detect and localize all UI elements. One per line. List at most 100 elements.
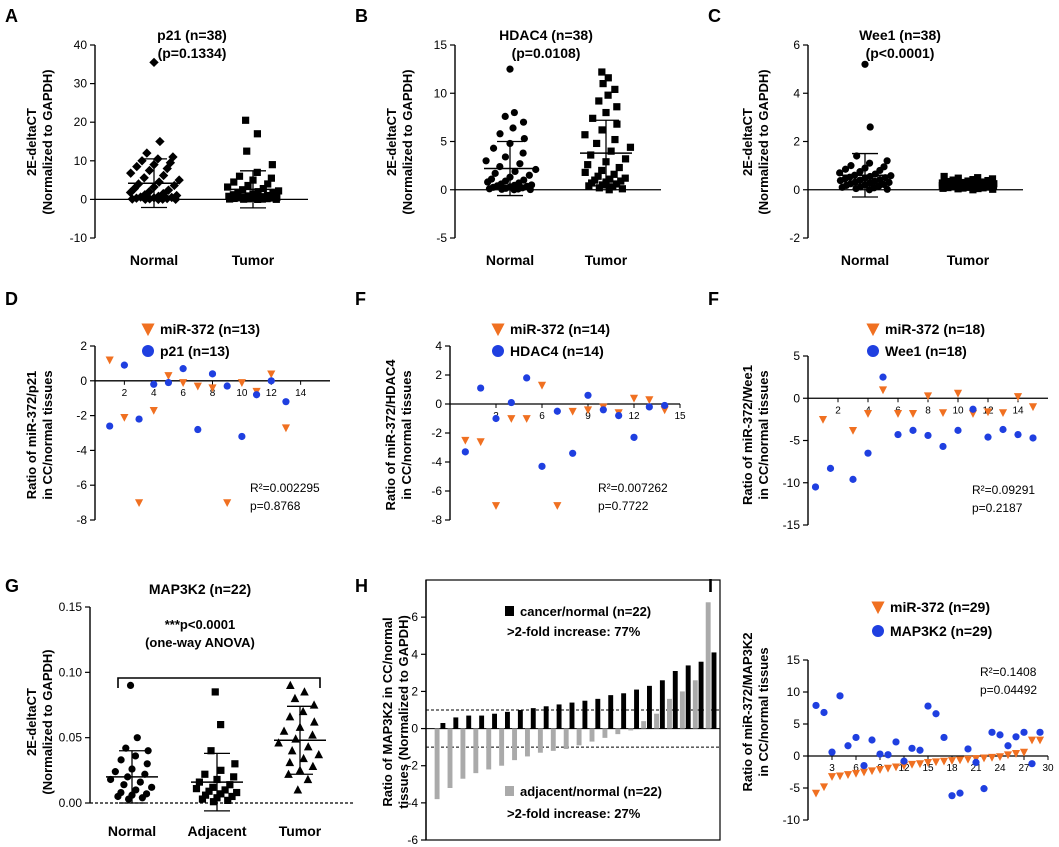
data-point (229, 191, 237, 199)
x-category-label: Adjacent (187, 823, 246, 839)
legend-mir-label: miR-372 (n=13) (160, 321, 260, 337)
mir-372-point (907, 760, 917, 769)
data-point (286, 680, 295, 689)
gene-point (860, 762, 868, 770)
gene-point (852, 733, 860, 742)
data-point (163, 185, 174, 195)
data-point (617, 177, 625, 185)
data-point (944, 183, 952, 192)
title-line-2: (p=0.1334) (158, 45, 227, 61)
y-axis-title-1: Ratio of miR-372/Wee1 (740, 365, 755, 505)
data-point (131, 752, 140, 760)
mir-372-point (105, 356, 114, 365)
y-tick-label: 0.05 (59, 731, 83, 745)
mir-372-point (1011, 750, 1021, 758)
adjacent-normal-bar (486, 728, 492, 770)
gene-point (939, 442, 947, 451)
adjacent-normal-bar (473, 728, 479, 774)
cancer-normal-bar (492, 713, 497, 729)
y-tick-label: 15 (434, 38, 448, 52)
gene-point (956, 789, 964, 797)
panel-i-scatter: I miR-372 (n=29) MAP3K2 (n=29) Ratio of … (708, 576, 1054, 827)
data-point (149, 57, 159, 68)
data-point (581, 131, 589, 139)
gene-point (826, 464, 835, 472)
panel-h-bar: H Ratio of MAP3K2 in CC/normal tissues (… (355, 576, 721, 847)
y-tick-label: 30 (74, 77, 88, 91)
cancer-normal-bar (595, 698, 601, 729)
data-point (526, 185, 534, 194)
gene-point (894, 430, 902, 439)
panel-label: G (5, 576, 19, 596)
data-point (135, 192, 146, 202)
mir-372-point (938, 409, 948, 418)
gene-point (948, 792, 956, 800)
data-point (613, 103, 621, 111)
data-point (593, 139, 601, 148)
title-line-1: p21 (n=38) (157, 27, 227, 43)
panel-c-scatter: C Wee1 (n=38) (p<0.0001) 2E-deltaCT (Nor… (708, 6, 1023, 268)
mir-372-point (267, 370, 276, 379)
y-tick-label: 10 (787, 685, 801, 699)
cancer-normal-bar (685, 665, 691, 729)
data-point (974, 174, 982, 182)
data-point (274, 187, 283, 195)
data-point (132, 161, 142, 172)
y-tick-label: 15 (787, 653, 801, 667)
data-point (253, 130, 262, 138)
y-tick-label: -4 (407, 796, 418, 810)
data-point (949, 176, 957, 184)
data-point (883, 157, 891, 165)
y-tick-label: 4 (435, 339, 442, 353)
data-point (106, 775, 115, 784)
adjacent-normal-bar (499, 728, 505, 766)
adjacent-normal-bar (525, 728, 530, 757)
y-tick-label: 0 (80, 374, 87, 388)
data-point (240, 195, 248, 203)
mir-372-point (1035, 736, 1045, 745)
data-point (532, 165, 540, 174)
x-tick-label: 21 (970, 763, 982, 774)
data-point (589, 114, 597, 122)
data-point (298, 706, 308, 716)
x-tick-label: 4 (151, 388, 157, 399)
data-point (207, 747, 215, 755)
data-point (201, 791, 210, 799)
data-point (154, 177, 164, 187)
data-point (969, 176, 977, 184)
gene-point (876, 750, 884, 758)
data-point (170, 194, 181, 205)
data-point (519, 118, 528, 126)
legend-cancer-note: >2-fold increase: 77% (507, 624, 641, 639)
data-point (984, 183, 992, 191)
data-point (285, 757, 295, 767)
data-point (300, 687, 309, 696)
data-point (611, 135, 619, 144)
y-tick-label: 0 (411, 722, 418, 736)
gene-point (954, 426, 962, 434)
data-point (585, 182, 593, 190)
data-point (274, 738, 283, 747)
y-tick-label: 2 (80, 339, 87, 353)
mir-372-point (164, 372, 173, 380)
y-tick-label: 20 (74, 115, 88, 129)
x-category-label: Tumor (947, 252, 990, 268)
mir-372-point (1003, 751, 1013, 760)
data-point (224, 796, 232, 804)
y-axis-title-1: 2E-deltaCT (24, 108, 39, 176)
y-tick-label: 0 (793, 391, 800, 405)
data-point (595, 184, 603, 192)
cancer-normal-bar (543, 706, 549, 729)
y-axis-title-2: in CC/normal tissues (399, 370, 414, 499)
cancer-normal-bar (505, 711, 510, 729)
y-tick-label: -6 (76, 478, 87, 492)
data-point (259, 184, 267, 193)
data-point (136, 778, 144, 786)
r-squared-text: R²=0.09291 (972, 483, 1035, 497)
panel-label: I (708, 576, 713, 596)
data-point (263, 195, 271, 203)
title-line-1: MAP3K2 (n=22) (149, 581, 251, 597)
data-point (209, 798, 218, 806)
panel-label: F (708, 289, 719, 309)
data-point (621, 155, 630, 163)
